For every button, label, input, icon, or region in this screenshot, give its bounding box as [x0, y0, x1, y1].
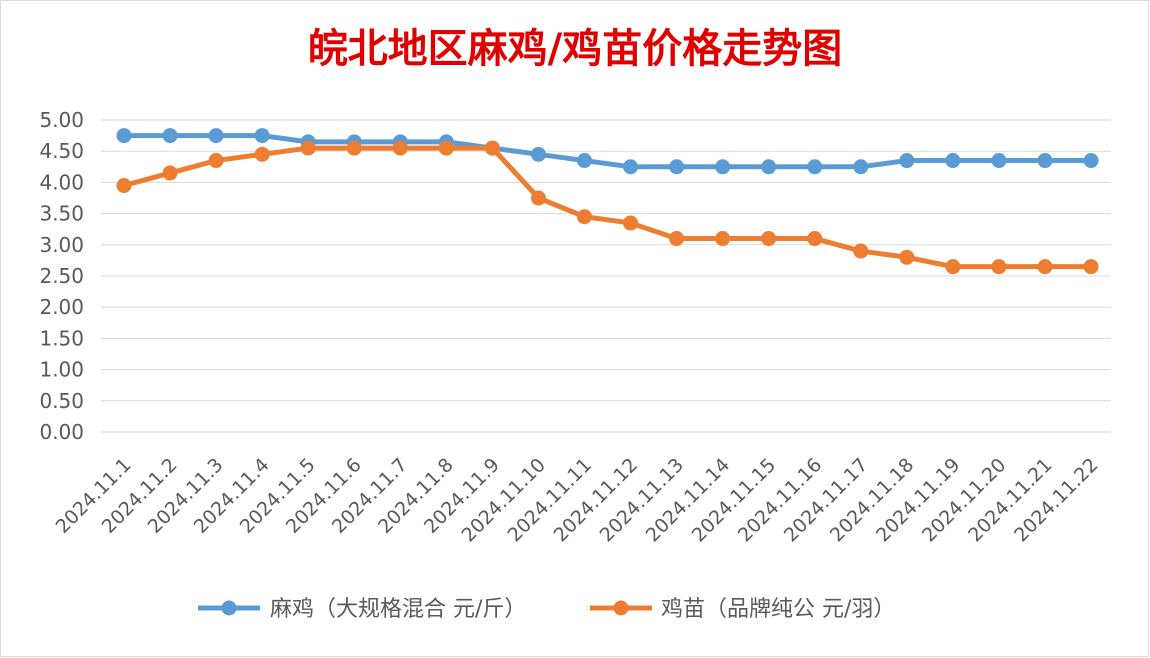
data-point — [392, 140, 408, 156]
data-point — [346, 140, 362, 156]
data-point — [899, 249, 915, 265]
y-tick-label: 1.00 — [39, 358, 84, 382]
series-2 — [116, 140, 1099, 275]
data-point — [1083, 153, 1099, 169]
grid-layer — [101, 119, 1111, 433]
legend-item-2: 鸡苗（品牌纯公 元/羽） — [590, 597, 895, 622]
series-1 — [116, 128, 1099, 175]
y-tick-label: 0.50 — [39, 389, 84, 413]
chart-title: 皖北地区麻鸡/鸡苗价格走势图 — [308, 26, 843, 72]
y-tick-label: 3.50 — [39, 202, 84, 226]
data-point — [669, 231, 685, 247]
data-point — [853, 159, 869, 175]
data-point — [991, 153, 1007, 169]
legend-marker — [221, 600, 237, 616]
data-point — [623, 215, 639, 231]
data-point — [577, 153, 592, 169]
y-axis: 0.00 0.50 1.00 1.50 2.00 2.50 3.00 3.50 4.00 4.50… — [39, 108, 84, 444]
data-point — [945, 259, 961, 275]
legend-marker — [613, 600, 629, 616]
data-point — [1037, 153, 1053, 169]
y-tick-label: 2.50 — [39, 264, 84, 288]
legend-item-1: 麻鸡（大规格混合 元/斤） — [198, 597, 526, 622]
data-point — [530, 190, 546, 206]
y-tick-label: 2.00 — [39, 295, 84, 319]
data-point — [669, 159, 685, 175]
data-point — [208, 153, 224, 169]
data-point — [1083, 259, 1099, 275]
data-point — [991, 259, 1007, 275]
y-tick-label: 1.50 — [39, 326, 84, 350]
data-point — [438, 140, 454, 156]
data-point — [899, 153, 915, 169]
y-tick-label: 4.50 — [39, 139, 84, 163]
data-point — [807, 231, 823, 247]
y-tick-label: 3.00 — [39, 233, 84, 257]
data-point — [254, 146, 270, 162]
data-point — [484, 140, 500, 156]
x-axis: 2024.11.12024.11.22024.11.32024.11.42024… — [52, 454, 1103, 546]
data-point — [116, 178, 132, 194]
y-tick-label: 4.00 — [39, 170, 84, 194]
series-line — [121, 133, 1094, 170]
data-point — [577, 209, 592, 225]
data-point — [761, 231, 777, 247]
data-point — [761, 159, 777, 175]
series-line — [121, 145, 1094, 270]
data-point — [208, 128, 224, 144]
data-point — [162, 165, 178, 181]
y-tick-label: 5.00 — [39, 108, 84, 132]
data-point — [715, 159, 731, 175]
data-point — [162, 128, 178, 144]
data-point — [715, 231, 731, 247]
data-point — [300, 140, 316, 156]
data-point — [530, 146, 546, 162]
data-point — [853, 243, 869, 259]
y-tick-label: 0.00 — [39, 420, 84, 444]
data-point — [623, 159, 639, 175]
data-point — [1037, 259, 1053, 275]
data-point — [945, 153, 961, 169]
legend-label: 鸡苗（品牌纯公 元/羽） — [661, 597, 895, 622]
data-point — [254, 128, 270, 144]
legend-label: 麻鸡（大规格混合 元/斤） — [270, 597, 526, 622]
data-point — [116, 128, 132, 144]
data-point — [807, 159, 823, 175]
legend: 麻鸡（大规格混合 元/斤） 鸡苗（品牌纯公 元/羽） — [198, 597, 895, 622]
series-layer — [116, 128, 1099, 275]
